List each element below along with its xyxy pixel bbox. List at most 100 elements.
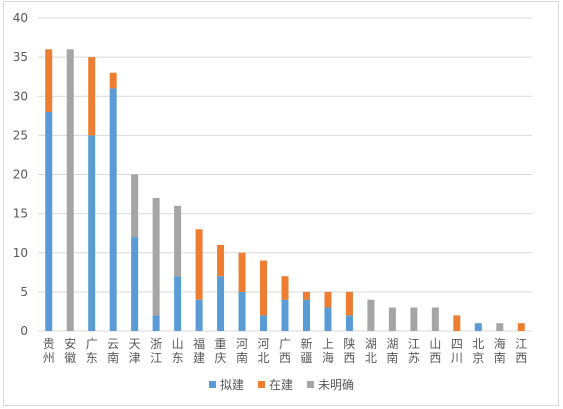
legend-label-series-1: 在建 [268, 378, 293, 392]
bar-segment-河南-series-0 [238, 291, 246, 331]
bar-segment-福建-series-1 [195, 229, 203, 300]
x-tick-label-char: 徽 [64, 350, 76, 365]
y-tick-label: 35 [13, 50, 28, 64]
bar-segment-浙江-series-2 [152, 197, 160, 316]
x-tick-label-char: 江 [515, 337, 527, 351]
legend-item-series-1: 在建 [257, 376, 293, 393]
legend: 拟建 在建 未明确 [0, 376, 563, 393]
x-tick-label-char: 建 [193, 351, 205, 365]
x-tick-label-char: 南 [236, 350, 248, 365]
x-tick-label-char: 州 [43, 351, 55, 365]
bar-segment-新疆-series-1 [302, 291, 310, 300]
x-tick-label-char: 福 [193, 336, 205, 351]
bar-segment-新疆-series-0 [302, 299, 310, 331]
x-tick-label-char: 西 [515, 351, 527, 365]
bar-segment-陕西-series-0 [345, 315, 353, 331]
x-tick-label-char: 东 [86, 351, 98, 365]
bars [45, 49, 525, 332]
chart-frame [3, 1, 559, 406]
x-tick-label-char: 江 [150, 351, 162, 365]
bar-segment-天津-series-0 [131, 237, 139, 331]
bar-segment-广西-series-0 [281, 299, 289, 331]
bar-segment-河北-series-1 [260, 260, 268, 316]
bar-segment-重庆-series-0 [217, 276, 225, 331]
x-tick-label-char: 天 [129, 337, 141, 351]
bar-segment-贵州-series-0 [45, 111, 53, 332]
x-tick-label-char: 苏 [408, 351, 420, 365]
bar-segment-上海-series-1 [324, 291, 332, 308]
bar-segment-山东-series-2 [174, 205, 182, 277]
y-tick-label: 5 [20, 285, 28, 299]
x-tick-label-char: 西 [429, 351, 441, 365]
bar-segment-海南-series-2 [496, 323, 504, 331]
x-tick-label-char: 四 [451, 337, 463, 351]
bar-segment-陕西-series-1 [345, 291, 353, 316]
bar-segment-天津-series-2 [131, 174, 139, 238]
y-tick-label: 25 [13, 128, 28, 142]
y-axis-ticks: 0 5 10 15 20 25 30 35 40 [13, 11, 28, 338]
bar-segment-湖南-series-2 [388, 307, 396, 331]
x-tick-label-char: 川 [451, 351, 463, 365]
x-tick-label-char: 上 [322, 337, 334, 351]
x-tick-label-char: 湖 [365, 336, 377, 351]
bar-segment-广东-series-0 [88, 135, 96, 331]
x-tick-label-char: 陕 [343, 336, 355, 351]
bar-segment-广西-series-1 [281, 276, 289, 300]
x-tick-label-char: 湖 [386, 336, 398, 351]
bar-segment-上海-series-0 [324, 307, 332, 331]
x-tick-label-char: 京 [472, 351, 484, 365]
x-tick-label-char: 广 [86, 337, 98, 351]
bar-segment-重庆-series-1 [217, 244, 225, 277]
legend-item-series-2: 未明确 [307, 376, 354, 393]
bar-segment-山东-series-0 [174, 276, 182, 331]
x-tick-label-char: 疆 [300, 351, 312, 365]
bar-segment-安徽-series-2 [66, 49, 74, 332]
bar-segment-福建-series-0 [195, 299, 203, 331]
x-tick-label-char: 南 [386, 350, 398, 365]
x-tick-label-char: 海 [494, 336, 506, 351]
y-tick-label: 0 [20, 324, 28, 338]
x-tick-label-char: 广 [279, 337, 291, 351]
bar-segment-浙江-series-0 [152, 315, 160, 331]
y-tick-label: 20 [13, 168, 28, 182]
x-tick-label-char: 重 [215, 337, 227, 351]
bar-segment-云南-series-0 [109, 88, 117, 331]
x-tick-label-char: 贵 [43, 337, 55, 351]
legend-label-series-2: 未明确 [318, 378, 355, 392]
x-tick-label-char: 新 [300, 336, 312, 351]
x-tick-label-char: 安 [64, 336, 76, 351]
x-tick-label-char: 西 [279, 351, 291, 365]
y-tick-label: 30 [13, 89, 28, 103]
bar-segment-河南-series-1 [238, 252, 246, 292]
legend-item-series-0: 拟建 [208, 376, 244, 393]
bar-segment-广东-series-1 [88, 57, 96, 136]
x-tick-label-char: 西 [343, 351, 355, 365]
x-tick-label-char: 河 [258, 337, 270, 351]
bar-segment-贵州-series-1 [45, 49, 53, 112]
x-tick-label-char: 东 [172, 351, 184, 365]
x-tick-label-char: 海 [322, 350, 334, 365]
x-tick-label-char: 北 [258, 351, 270, 365]
x-tick-label-char: 云 [107, 337, 119, 351]
bar-segment-四川-series-1 [453, 315, 461, 331]
x-tick-label-char: 江 [408, 337, 420, 351]
x-tick-label-char: 南 [107, 350, 119, 365]
y-tick-label: 10 [13, 246, 28, 260]
bar-segment-河北-series-0 [260, 315, 268, 331]
bar-segment-山西-series-2 [431, 307, 439, 331]
x-tick-label-char: 津 [129, 351, 141, 365]
x-tick-label-char: 河 [236, 337, 248, 351]
legend-swatch-series-0 [208, 381, 216, 388]
legend-swatch-series-2 [307, 381, 314, 388]
legend-label-series-0: 拟建 [219, 378, 244, 392]
x-tick-label-char: 北 [472, 337, 484, 351]
y-tick-label: 15 [13, 207, 28, 221]
bar-segment-湖北-series-2 [367, 299, 375, 331]
bar-segment-江苏-series-2 [410, 307, 418, 331]
bar-segment-云南-series-1 [109, 72, 117, 89]
bar-segment-北京-series-0 [474, 323, 482, 331]
x-tick-label-char: 庆 [215, 351, 227, 365]
x-tick-label-char: 山 [172, 337, 184, 351]
x-axis-labels: 贵州安徽广东云南天津浙江山东福建重庆河南河北广西新疆上海陕西湖北湖南江苏山西四川… [43, 336, 528, 365]
